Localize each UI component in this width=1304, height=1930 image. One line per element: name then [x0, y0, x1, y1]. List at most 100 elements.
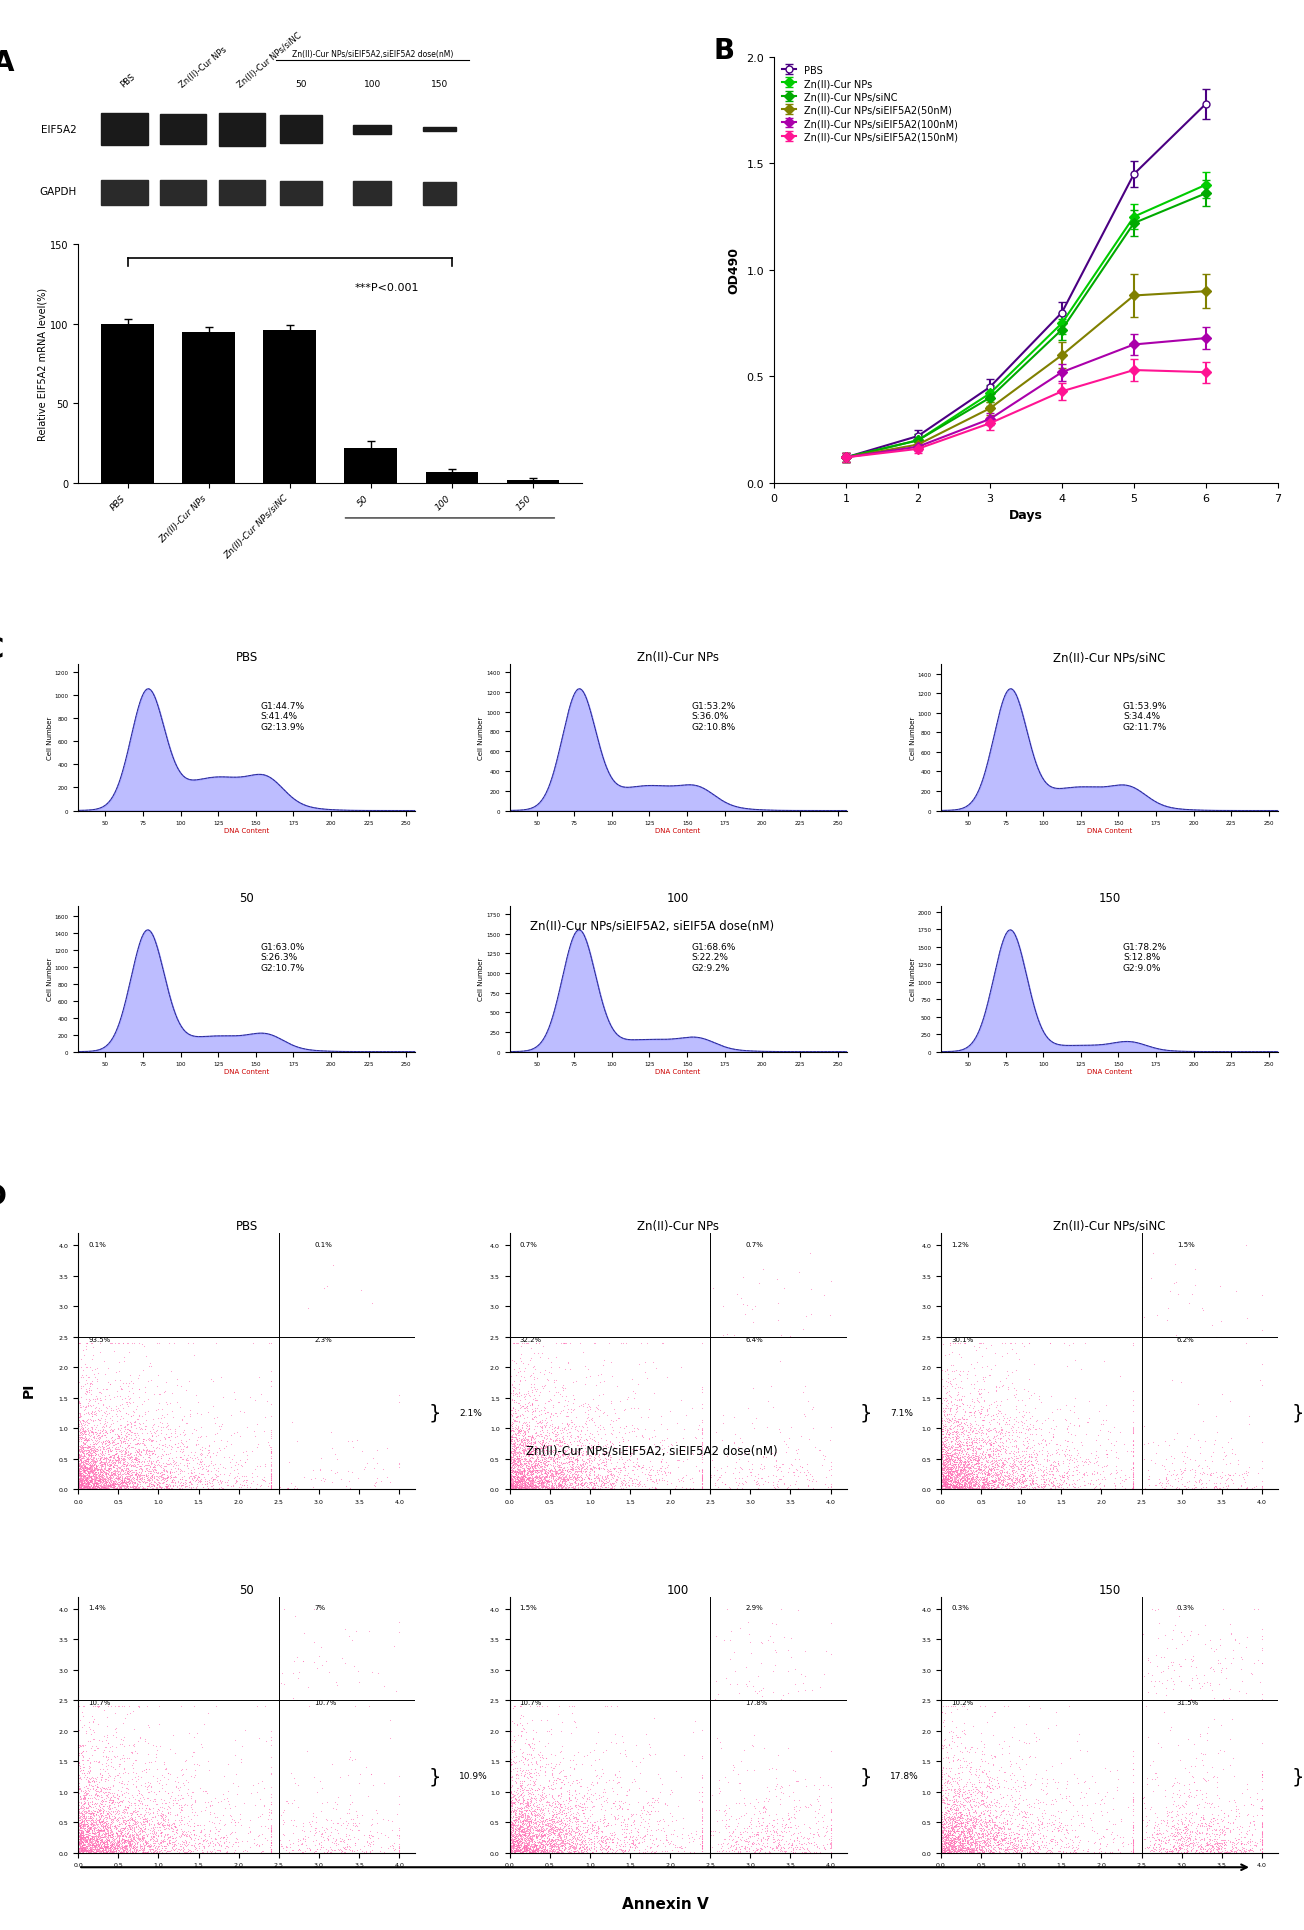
Point	[1067, 1440, 1088, 1471]
Point	[961, 1835, 982, 1866]
Point	[948, 1459, 969, 1490]
Point	[938, 1455, 958, 1486]
Point	[518, 1818, 539, 1849]
Point	[1163, 1832, 1184, 1862]
Point	[585, 1820, 606, 1851]
Point	[576, 1451, 597, 1482]
Point	[552, 1457, 572, 1488]
Point	[623, 1417, 644, 1448]
Point	[107, 1463, 128, 1494]
Point	[559, 1471, 580, 1502]
Point	[82, 1835, 103, 1866]
Point	[511, 1793, 532, 1824]
Point	[86, 1774, 107, 1805]
Point	[104, 1781, 125, 1812]
Point	[582, 1473, 602, 1503]
Point	[548, 1832, 569, 1862]
Point	[502, 1465, 523, 1496]
Point	[794, 1834, 815, 1864]
Point	[700, 1666, 721, 1696]
Point	[103, 1806, 124, 1837]
Point	[69, 1459, 90, 1490]
Point	[953, 1473, 974, 1503]
Point	[655, 1830, 675, 1861]
Point	[541, 1805, 562, 1835]
Point	[936, 1837, 957, 1868]
Point	[91, 1826, 112, 1857]
Point	[73, 1471, 94, 1502]
Point	[86, 1824, 107, 1855]
Point	[516, 1810, 537, 1841]
Point	[788, 1826, 808, 1857]
Point	[1163, 1810, 1184, 1841]
Point	[82, 1473, 103, 1503]
Point	[73, 1834, 94, 1864]
Point	[562, 1832, 583, 1862]
Point	[74, 1781, 95, 1812]
Point	[936, 1446, 957, 1476]
Point	[559, 1785, 580, 1816]
Point	[99, 1837, 120, 1868]
Point	[1018, 1789, 1039, 1820]
Point	[931, 1392, 952, 1422]
Point	[325, 1835, 346, 1866]
Point	[541, 1473, 562, 1503]
Point	[80, 1475, 100, 1505]
Point	[1068, 1820, 1089, 1851]
Point	[958, 1401, 979, 1432]
Point	[514, 1467, 535, 1498]
Point	[566, 1426, 587, 1457]
Point	[269, 1808, 289, 1839]
Point	[1189, 1722, 1210, 1752]
Point	[73, 1830, 94, 1861]
Point	[932, 1467, 953, 1498]
Point	[546, 1422, 567, 1453]
Point	[1168, 1791, 1189, 1822]
Point	[945, 1471, 966, 1502]
Point	[546, 1814, 567, 1845]
Point	[745, 1291, 765, 1322]
Point	[196, 1469, 216, 1500]
Point	[501, 1448, 522, 1478]
Point	[215, 1453, 236, 1484]
Point	[983, 1405, 1004, 1436]
Point	[96, 1818, 117, 1849]
Point	[549, 1424, 570, 1455]
Point	[1001, 1453, 1022, 1484]
Point	[973, 1473, 994, 1503]
Point	[292, 1828, 313, 1859]
Point	[958, 1835, 979, 1866]
Point	[129, 1776, 150, 1806]
Point	[645, 1463, 666, 1494]
Point	[953, 1453, 974, 1484]
Point	[1033, 1832, 1054, 1862]
Point	[506, 1778, 527, 1808]
Point	[73, 1463, 94, 1494]
Point	[310, 1832, 331, 1862]
Point	[141, 1824, 162, 1855]
Point	[955, 1469, 975, 1500]
Point	[977, 1436, 998, 1467]
Point	[1030, 1420, 1051, 1451]
Point	[602, 1764, 623, 1795]
Point	[68, 1465, 89, 1496]
Point	[514, 1808, 535, 1839]
Point	[113, 1828, 134, 1859]
Point	[995, 1449, 1016, 1480]
Point	[585, 1760, 606, 1791]
Point	[599, 1832, 619, 1862]
Point	[716, 1835, 737, 1866]
Point	[1037, 1446, 1058, 1476]
Point	[1192, 1805, 1213, 1835]
Point	[561, 1793, 582, 1824]
Point	[511, 1770, 532, 1801]
Point	[86, 1459, 107, 1490]
Point	[653, 1424, 674, 1455]
Point	[76, 1808, 96, 1839]
Point	[956, 1826, 977, 1857]
Point	[93, 1837, 113, 1868]
Point	[309, 1685, 330, 1716]
Point	[599, 1455, 619, 1486]
Point	[104, 1832, 125, 1862]
Point	[975, 1475, 996, 1505]
